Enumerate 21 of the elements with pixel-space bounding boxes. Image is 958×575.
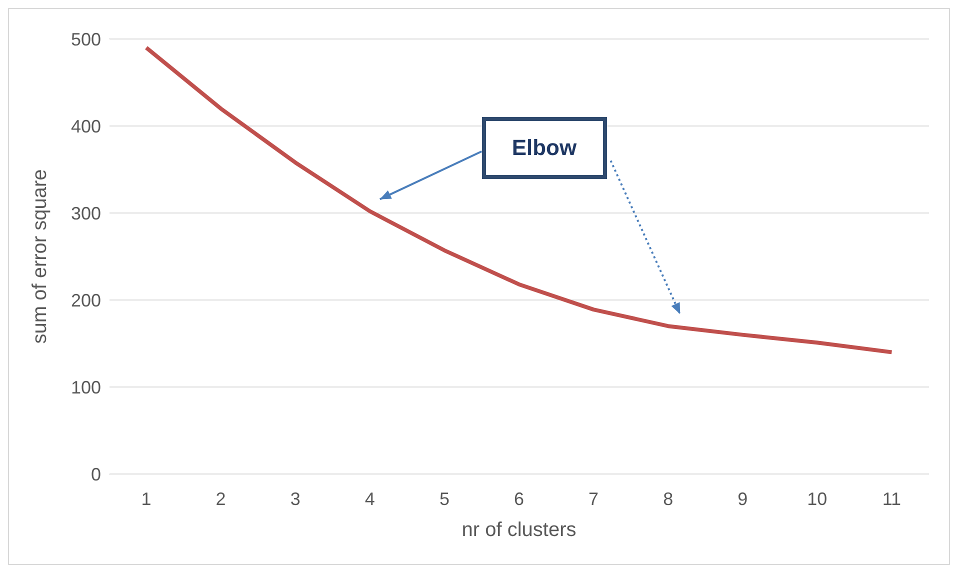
- x-tick-label: 8: [663, 488, 674, 509]
- x-tick-label: 10: [807, 488, 828, 509]
- annotation: Elbow: [482, 117, 607, 180]
- x-tick-label: 7: [588, 488, 599, 509]
- x-tick-label: 2: [216, 488, 226, 509]
- x-tick-label: 1: [141, 488, 152, 509]
- x-tick-label: 4: [364, 488, 375, 509]
- line-series: [144, 46, 894, 354]
- y-tick-label: 400: [70, 116, 101, 136]
- y-tick-label: 0: [90, 464, 101, 484]
- x-tick-label: 3: [290, 488, 300, 509]
- y-tick-label: 100: [70, 377, 101, 398]
- x-tick-label: 9: [738, 488, 748, 509]
- y-tick-label: 300: [70, 203, 101, 224]
- x-axis-title: nr of clusters: [462, 519, 576, 541]
- y-tick-label: 500: [70, 29, 101, 50]
- y-tick-label: 200: [70, 290, 101, 310]
- x-tick-label: 11: [882, 488, 902, 509]
- x-tick-label: 6: [514, 488, 524, 509]
- y-axis-title: sum of error square: [29, 169, 52, 344]
- x-tick-label: 5: [439, 488, 450, 509]
